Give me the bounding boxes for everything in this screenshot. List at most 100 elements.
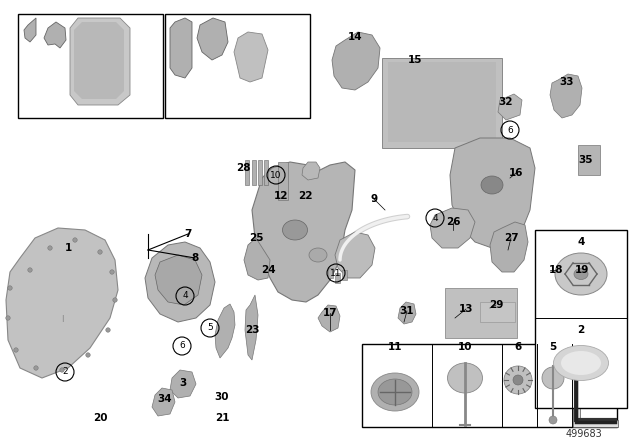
Text: 1: 1 [65,243,72,253]
Ellipse shape [371,373,419,411]
Text: 8: 8 [191,253,198,263]
Circle shape [549,416,557,424]
Text: 5: 5 [207,323,213,332]
Text: 35: 35 [579,155,593,165]
Text: 31: 31 [400,306,414,316]
Bar [335,273,340,283]
Ellipse shape [378,379,412,405]
Circle shape [86,353,90,357]
Text: 12: 12 [274,191,288,201]
Text: 32: 32 [499,97,513,107]
Text: 21: 21 [215,413,229,423]
Circle shape [14,348,18,352]
Circle shape [6,316,10,320]
Text: 6: 6 [179,341,185,350]
Ellipse shape [447,363,483,393]
Circle shape [73,238,77,242]
Circle shape [106,328,110,332]
Ellipse shape [282,220,307,240]
Text: 3: 3 [179,378,187,388]
Bar [264,160,268,185]
Circle shape [513,375,523,385]
Text: 13: 13 [459,304,473,314]
Polygon shape [152,388,175,416]
Text: 16: 16 [509,168,524,178]
Ellipse shape [555,253,607,295]
Text: 4: 4 [432,214,438,223]
Ellipse shape [504,366,532,394]
Circle shape [8,286,12,290]
Ellipse shape [309,248,327,262]
Circle shape [110,270,114,274]
Ellipse shape [542,367,564,389]
Bar [382,58,502,148]
Polygon shape [318,305,340,332]
Text: 5: 5 [549,342,557,352]
Bar [278,162,288,200]
Text: 499683: 499683 [566,429,602,439]
Text: 6: 6 [515,342,522,352]
Text: 23: 23 [244,325,259,335]
Circle shape [98,250,102,254]
Circle shape [34,366,38,370]
Text: 11: 11 [330,268,342,277]
Bar [252,160,256,185]
Text: 9: 9 [371,194,378,204]
Text: 25: 25 [249,233,263,243]
Bar [445,288,517,338]
Polygon shape [332,32,380,90]
Text: 7: 7 [184,229,192,239]
Text: 30: 30 [215,392,229,402]
Text: 4: 4 [182,292,188,301]
Polygon shape [573,358,618,427]
Polygon shape [215,304,235,358]
Text: 19: 19 [575,265,589,275]
Bar [578,145,600,175]
Polygon shape [450,138,535,248]
Polygon shape [335,232,375,278]
Polygon shape [545,258,562,282]
Bar [18,14,163,118]
Bar [342,270,347,280]
Polygon shape [24,18,36,42]
Text: 2: 2 [62,367,68,376]
Text: 15: 15 [408,55,422,65]
Text: 22: 22 [298,191,312,201]
Text: 29: 29 [489,300,503,310]
Text: 10: 10 [270,171,282,180]
Polygon shape [498,94,522,120]
Polygon shape [145,242,215,322]
Text: 33: 33 [560,77,574,87]
Polygon shape [490,222,528,272]
Text: 11: 11 [388,342,403,352]
Text: 14: 14 [348,32,362,42]
Bar [165,14,310,118]
Ellipse shape [574,268,588,280]
Text: 34: 34 [157,394,172,404]
Ellipse shape [481,176,503,194]
Text: 28: 28 [236,163,250,173]
Bar [480,302,515,322]
Polygon shape [550,74,582,118]
Polygon shape [575,240,590,282]
Bar [535,230,627,408]
Bar [362,344,617,427]
Text: 6: 6 [507,125,513,134]
Text: I: I [61,315,63,324]
Polygon shape [74,22,124,99]
Text: 4: 4 [577,237,585,247]
Polygon shape [44,22,66,48]
Bar [258,160,262,185]
Polygon shape [252,162,355,302]
Polygon shape [245,295,258,360]
Ellipse shape [554,345,609,380]
Text: 17: 17 [323,308,337,318]
Text: 24: 24 [260,265,275,275]
Circle shape [113,298,117,302]
Circle shape [28,268,32,272]
Bar [328,268,333,278]
Polygon shape [6,228,118,378]
Polygon shape [170,370,196,398]
Circle shape [60,368,64,372]
Text: 27: 27 [504,233,518,243]
